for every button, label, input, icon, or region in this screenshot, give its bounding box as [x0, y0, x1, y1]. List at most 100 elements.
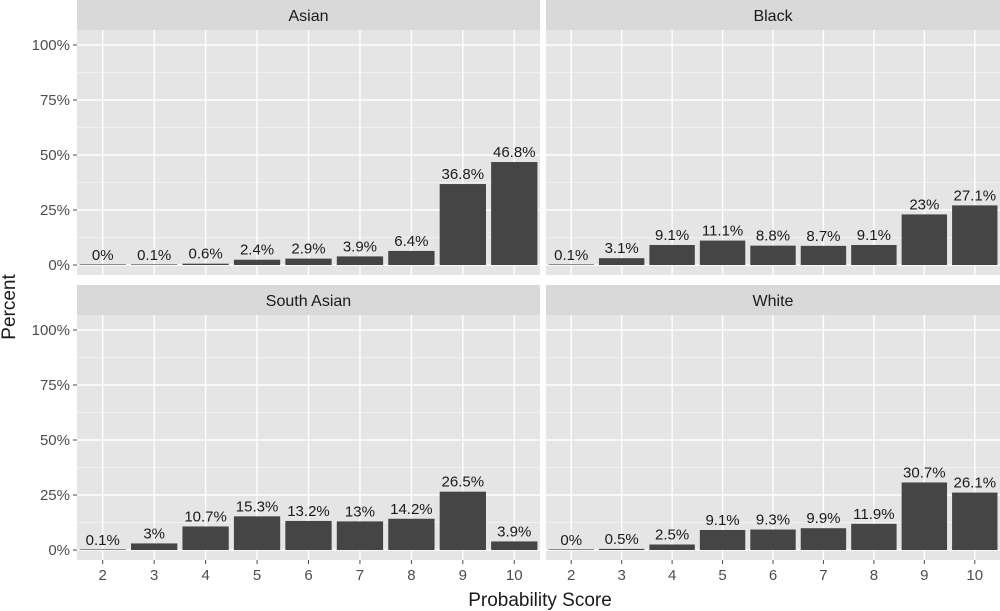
bar-8 [388, 250, 435, 265]
bar-10 [952, 205, 998, 265]
bar-5 [233, 259, 281, 265]
bar-8 [388, 518, 435, 550]
bar-2 [79, 264, 126, 265]
data-label-8: 11.9% [853, 506, 894, 523]
data-label-5: 2.4% [240, 242, 274, 259]
x-tick-label: 10 [966, 567, 983, 584]
x-tick-label: 5 [718, 567, 726, 584]
data-label-9: 36.8% [442, 166, 485, 183]
data-label-9: 30.7% [903, 464, 946, 481]
data-label-4: 10.7% [184, 508, 227, 525]
bar-8 [851, 523, 897, 550]
y-tick-label: 0% [48, 257, 70, 274]
panels-layer: Asian 0% 0.1% 0.6% 2.4% 2.9% 3.9% 6.4% 36.8% 46.8… [32, 0, 1000, 584]
bar-6 [285, 258, 332, 265]
data-label-4: 9.1% [655, 227, 689, 244]
bar-7 [336, 256, 384, 265]
data-label-3: 0.1% [137, 247, 171, 264]
bar-10 [952, 492, 998, 550]
data-label-7: 3.9% [343, 238, 377, 255]
y-tick-label: 100% [32, 37, 70, 54]
y-tick-label: 25% [40, 202, 70, 219]
facet-panel-asian: Asian 0% 0.1% 0.6% 2.4% 2.9% 3.9% 6.4% 36.8% 46.8… [32, 0, 540, 275]
x-tick-label: 3 [617, 567, 625, 584]
bar-5 [699, 240, 746, 265]
bar-6 [750, 245, 796, 265]
bar-4 [182, 263, 229, 265]
data-label-4: 2.5% [655, 527, 689, 544]
x-tick-label: 2 [99, 567, 107, 584]
y-tick-label: 50% [40, 432, 70, 449]
facet-strip-label: White [753, 293, 794, 310]
bar-9 [439, 184, 486, 265]
facet-strip [77, 285, 540, 315]
bar-5 [233, 516, 281, 550]
x-tick-label: 10 [506, 567, 523, 584]
facet-strip [546, 285, 1000, 315]
y-tick-label: 50% [40, 147, 70, 164]
data-label-7: 8.7% [806, 228, 840, 245]
bar-10 [491, 162, 538, 265]
data-label-9: 23% [909, 196, 939, 213]
x-tick-label: 8 [870, 567, 878, 584]
data-label-6: 8.8% [756, 228, 790, 245]
x-tick-label: 4 [668, 567, 676, 584]
bar-4 [649, 544, 695, 550]
data-label-3: 0.5% [605, 531, 639, 548]
bar-10 [491, 541, 538, 550]
facet-strip-label: South Asian [266, 293, 351, 310]
data-label-6: 9.3% [756, 512, 790, 529]
x-tick-label: 4 [201, 567, 209, 584]
y-tick-label: 75% [40, 92, 70, 109]
facet-panel-south-asian: South Asian 0.1% 3% 10.7% 15.3% 13.2% 13% 14.2%… [32, 285, 540, 584]
y-axis-title: Percent [0, 274, 20, 340]
data-label-2: 0% [560, 532, 582, 549]
data-label-8: 6.4% [394, 233, 428, 250]
bar-5 [699, 529, 746, 550]
facet-strip [546, 0, 1000, 30]
bar-8 [851, 244, 897, 265]
data-label-3: 3% [143, 525, 165, 542]
data-label-7: 13% [345, 503, 375, 520]
bar-9 [901, 214, 948, 265]
bar-3 [598, 548, 645, 550]
x-tick-label: 7 [356, 567, 364, 584]
data-label-5: 9.1% [705, 512, 739, 529]
bar-3 [131, 543, 178, 550]
y-tick-label: 75% [40, 377, 70, 394]
x-tick-label: 6 [769, 567, 777, 584]
x-axis-title: Probability Score [468, 590, 612, 611]
x-tick-label: 8 [407, 567, 415, 584]
data-label-2: 0.1% [554, 247, 588, 264]
data-label-9: 26.5% [442, 474, 485, 491]
axes-layer: Percent Probability Score [0, 274, 612, 611]
bar-7 [800, 528, 847, 550]
bar-6 [750, 529, 796, 550]
data-label-7: 9.9% [806, 510, 840, 527]
facet-strip [77, 0, 540, 30]
data-label-6: 13.2% [287, 503, 330, 520]
bar-9 [439, 491, 486, 550]
facet-strip-label: Asian [288, 8, 328, 25]
bar-2 [548, 549, 594, 550]
bar-7 [800, 245, 847, 265]
bar-3 [598, 258, 645, 265]
bar-3 [131, 264, 178, 265]
bar-7 [336, 521, 384, 550]
data-label-10: 26.1% [954, 475, 997, 492]
bar-4 [649, 244, 695, 265]
data-label-8: 9.1% [857, 227, 891, 244]
x-tick-label: 7 [819, 567, 827, 584]
data-label-6: 2.9% [291, 241, 325, 258]
data-label-10: 3.9% [497, 523, 531, 540]
x-tick-label: 3 [150, 567, 158, 584]
data-label-2: 0.1% [86, 532, 120, 549]
data-label-8: 14.2% [390, 501, 433, 518]
y-tick-label: 100% [32, 322, 70, 339]
bar-2 [548, 264, 594, 265]
data-label-4: 0.6% [189, 246, 223, 263]
x-tick-label: 6 [304, 567, 312, 584]
bar-4 [182, 526, 229, 550]
bar-2 [79, 549, 126, 550]
